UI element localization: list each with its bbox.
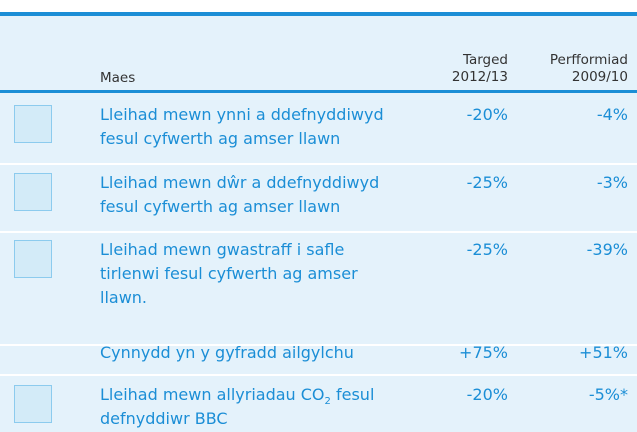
row-separator [0,231,637,233]
icon-bus [14,385,52,423]
performance-value: -4% [596,105,628,124]
row-separator [0,163,637,165]
header-performance-line: Perfformiad [549,52,628,68]
area-text: Lleihad mewn allyriadau CO2 fesul [100,383,374,414]
icon-tap [14,173,52,211]
icon-bin [14,240,52,278]
row-separator [0,374,637,376]
target-value: -25% [466,240,508,259]
top-rule [0,0,637,16]
header-target-line: 2012/13 [451,69,508,85]
header-performance: Perfformiad 2009/10 [520,52,628,86]
performance-value: -5%* [588,385,628,404]
header-rule [0,90,637,93]
subscript: 2 [324,396,331,408]
area-text: Lleihad mewn ynni a ddefnyddiwyd [100,105,384,124]
icon-bulb [14,105,52,143]
area-text: Lleihad mewn gwastraff i safle [100,240,345,259]
target-value: -20% [466,105,508,124]
performance-value: +51% [579,343,628,362]
area-text-part: Lleihad mewn allyriadau CO [100,385,325,404]
target-value: -20% [466,385,508,404]
header-performance-line: 2009/10 [571,69,628,85]
area-text: llawn. [100,288,148,307]
header-target-line: Targed [462,52,508,68]
header-area: Maes [100,70,136,86]
target-value: +75% [459,343,508,362]
performance-value: -39% [586,240,628,259]
area-text: Lleihad mewn dŵr a ddefnyddiwyd [100,173,380,192]
target-value: -25% [466,173,508,192]
row-separator [0,344,637,346]
area-text: defnyddiwr BBC [100,409,228,428]
area-text-part: fesul [330,385,375,404]
area-text: fesul cyfwerth ag amser llawn [100,197,341,216]
area-text: Cynnydd yn y gyfradd ailgylchu [100,343,354,362]
area-text: tirlenwi fesul cyfwerth ag amser [100,264,358,283]
area-text: fesul cyfwerth ag amser llawn [100,129,341,148]
header-target: Targed 2012/13 [430,52,508,86]
performance-value: -3% [596,173,628,192]
